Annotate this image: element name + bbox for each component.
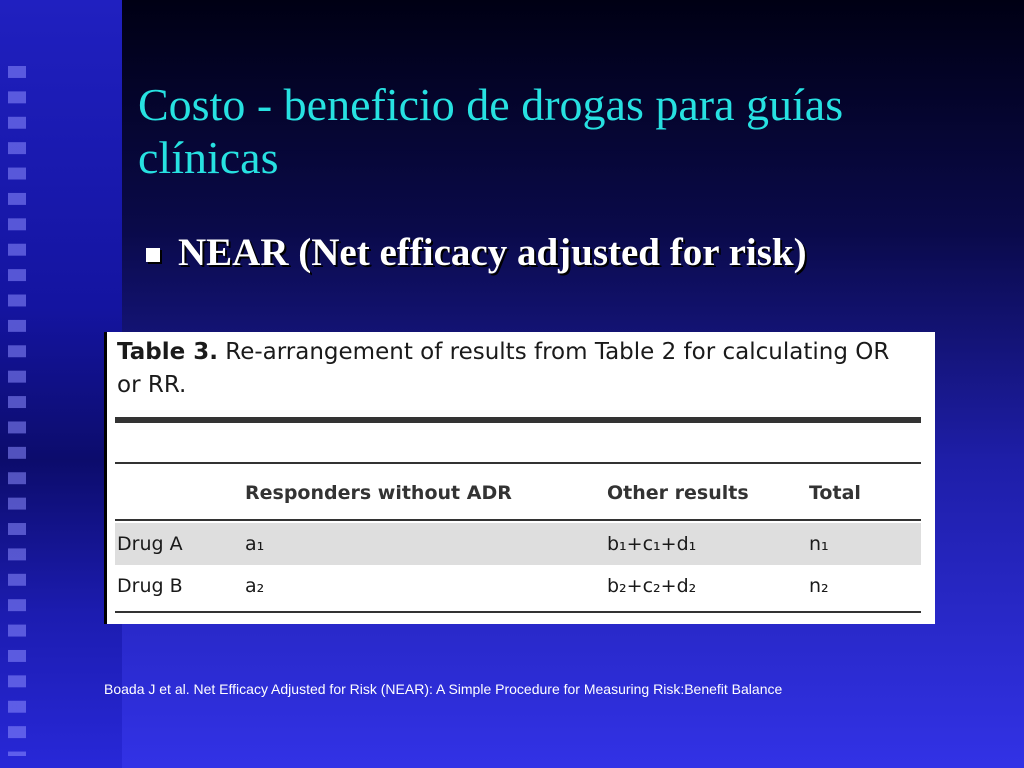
table-rule-bottom [115, 611, 921, 613]
table-cell: n₂ [809, 575, 829, 597]
table-caption-text: Re-arrangement of results from Table 2 f… [117, 339, 890, 398]
table-caption: Table 3. Re-arrangement of results from … [117, 336, 917, 402]
table-cell: n₁ [809, 533, 829, 555]
table-cell: a₂ [245, 575, 265, 597]
table-row: Drug A a₁ b₁+c₁+d₁ n₁ [115, 523, 921, 565]
table-rule-header-bottom [115, 519, 921, 521]
table-rule-header-top [115, 462, 921, 464]
citation-footer: Boada J et al. Net Efficacy Adjusted for… [104, 681, 783, 697]
bullet-text: NEAR (Net efficacy adjusted for risk) [178, 231, 807, 274]
table-caption-label: Table 3. [117, 339, 218, 365]
table-cell: a₁ [245, 533, 265, 555]
table-cell: Drug A [117, 533, 183, 555]
table-row: Drug B a₂ b₂+c₂+d₂ n₂ [115, 565, 921, 607]
decorative-squares [8, 66, 26, 756]
table-cell: Drug B [117, 575, 183, 597]
square-bullet-icon [146, 247, 160, 262]
table-header-cell: Total [809, 482, 861, 504]
slide-title: Costo - beneficio de drogas para guías c… [138, 79, 844, 183]
table-image: Table 3. Re-arrangement of results from … [104, 332, 935, 624]
table-cell: b₂+c₂+d₂ [607, 575, 697, 597]
left-decorative-strip [0, 0, 122, 768]
bullet-item: NEAR (Net efficacy adjusted for risk) [146, 230, 807, 275]
table-header-cell: Other results [607, 482, 749, 504]
table-cell: b₁+c₁+d₁ [607, 533, 697, 555]
table-header-row: Responders without ADR Other results Tot… [115, 478, 921, 508]
table-header-cell: Responders without ADR [245, 482, 512, 504]
table-rule-top [115, 417, 921, 423]
